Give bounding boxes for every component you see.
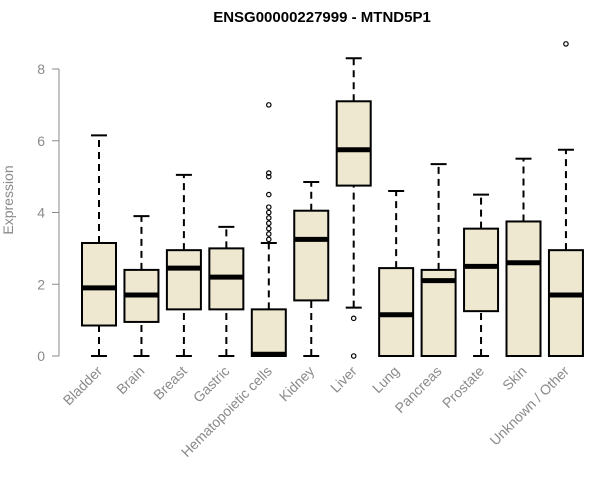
y-axis: 0 2 4 6 8 <box>37 61 60 364</box>
box-brain <box>123 215 160 357</box>
y-tick-label: 8 <box>37 61 45 77</box>
iqr-box <box>420 268 457 357</box>
outlier-point <box>265 236 272 243</box>
x-tick-label: Pancreas <box>392 363 445 416</box>
x-tick-label: Liver <box>327 363 360 396</box>
x-tick-label: Unknown / Other <box>486 363 572 449</box>
iqr-box <box>505 220 542 357</box>
boxes <box>81 41 584 359</box>
box-gastric <box>208 225 245 357</box>
iqr-box <box>335 100 372 187</box>
x-tick-label: Kidney <box>276 363 318 405</box>
box-prostate <box>463 193 500 357</box>
outlier-point <box>350 353 357 359</box>
x-tick-label: Prostate <box>439 363 487 411</box>
outlier-point <box>265 225 272 232</box>
y-tick-label: 0 <box>37 348 45 364</box>
y-tick-label: 2 <box>37 276 45 292</box>
box-breast <box>165 173 202 357</box>
outlier-point <box>563 41 569 47</box>
box-lung <box>378 189 415 358</box>
box-kidney <box>293 181 330 357</box>
iqr-box <box>293 209 330 302</box>
outlier-point <box>350 315 357 322</box>
box-skin <box>505 157 542 357</box>
iqr-box <box>250 308 287 357</box>
iqr-box <box>81 241 117 327</box>
outlier-point <box>265 102 272 108</box>
x-tick-label: Breast <box>150 363 190 403</box>
box-pancreas <box>420 163 457 357</box>
box-liver <box>335 57 372 359</box>
box-bladder <box>81 134 117 357</box>
outlier-point <box>265 173 272 180</box>
x-tick-label: Skin <box>499 363 530 394</box>
chart-title: ENSG00000227999 - MTND5P1 <box>213 9 431 26</box>
outlier-point <box>265 170 272 176</box>
y-tick-label: 6 <box>37 133 45 149</box>
box-unknown-other <box>547 41 584 357</box>
x-tick-label: Bladder <box>60 363 106 409</box>
outlier-point <box>265 209 272 216</box>
y-axis-label: Expression <box>0 165 16 234</box>
iqr-box <box>547 249 584 357</box>
box-hematopoietic-cells <box>250 102 287 357</box>
iqr-box <box>463 227 500 313</box>
y-tick-label: 4 <box>37 205 45 221</box>
outlier-point <box>265 215 272 221</box>
outlier-point <box>265 204 272 210</box>
outlier-point <box>265 191 272 198</box>
outlier-point <box>265 231 272 237</box>
iqr-box <box>378 267 415 358</box>
iqr-box <box>165 249 202 311</box>
outlier-point <box>265 220 272 227</box>
x-tick-label: Brain <box>113 363 147 397</box>
x-tick-label: Lung <box>369 363 402 396</box>
